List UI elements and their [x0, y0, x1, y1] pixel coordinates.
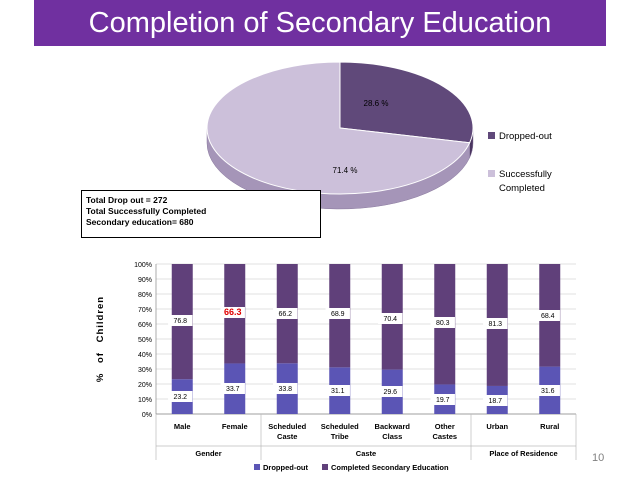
data-label-dropped: 19.7 — [436, 397, 450, 404]
data-label-bg — [325, 385, 350, 396]
y-tick-label: 30% — [138, 367, 152, 374]
data-label-bg — [168, 391, 193, 402]
data-label-completed: 66.3 — [224, 307, 242, 317]
legend-swatch-dropped — [488, 132, 495, 139]
data-label-bg — [483, 395, 508, 406]
pie-legend: Dropped-out Successfully Completed — [488, 131, 552, 194]
y-tick-label: 20% — [138, 382, 152, 389]
pie-label-dropped: 28.6 % — [364, 99, 389, 108]
group-label: Caste — [356, 449, 376, 458]
y-tick-label: 90% — [138, 277, 152, 284]
bar-chart: 0% 10% 20% 30% 40% 50% 60% 70% 80% 90% 100% % of Ch… — [95, 251, 582, 479]
y-tick-label: 100% — [134, 262, 152, 269]
data-label-bg — [378, 386, 403, 397]
data-label-bg — [325, 308, 350, 319]
data-label-dropped: 18.7 — [488, 398, 502, 405]
data-label-dropped: 31.6 — [541, 388, 555, 395]
title-bar: Completion of Secondary Education — [34, 0, 606, 46]
data-label-completed: 76.8 — [173, 318, 187, 325]
legend-label-completed: Successfully Completed — [499, 169, 552, 194]
y-tick-label: 70% — [138, 307, 152, 314]
y-tick-label: 40% — [138, 352, 152, 359]
legend-label-dropped: Dropped-out — [499, 131, 552, 142]
slide-title: Completion of Secondary Education — [88, 6, 552, 39]
data-label-bg — [430, 317, 455, 328]
data-label-bg — [168, 315, 193, 326]
data-label-dropped: 23.2 — [173, 394, 187, 401]
pie-slice-completed — [206, 61, 471, 195]
data-label-completed: 66.2 — [278, 311, 292, 318]
x-tick-label: Male — [174, 422, 191, 431]
y-axis-label: % of Children — [95, 296, 106, 382]
data-label-dropped: 33.8 — [278, 386, 292, 393]
data-label-completed: 68.9 — [331, 311, 345, 318]
pie-chart: 28.6 % 71.4 % — [206, 61, 474, 210]
y-tick-label: 10% — [138, 397, 152, 404]
x-tick-label: Urban — [486, 422, 508, 431]
data-label-dropped: 29.6 — [383, 389, 397, 396]
data-label-bg — [220, 307, 245, 318]
x-tick-label: Other Castes — [432, 422, 457, 441]
data-label-bg — [430, 394, 455, 405]
data-label-completed: 81.3 — [488, 321, 502, 328]
summary-line: Total Drop out = 272 — [86, 195, 168, 205]
y-tick-label: 50% — [138, 337, 152, 344]
y-tick-label: 0% — [142, 412, 152, 419]
data-label-bg — [535, 310, 560, 321]
data-label-dropped: 33.7 — [226, 386, 240, 393]
legend-label-bar-completed: Completed Secondary Education — [331, 463, 449, 472]
group-label: Gender — [195, 449, 221, 458]
x-tick-label: Female — [222, 422, 248, 431]
y-tick-label: 80% — [138, 292, 152, 299]
summary-line: Total Successfully Completed — [86, 206, 207, 216]
data-label-dropped: 31.1 — [331, 388, 345, 395]
data-label-bg — [535, 385, 560, 396]
summary-line: Secondary education= 680 — [86, 217, 194, 227]
data-label-completed: 80.3 — [436, 320, 450, 327]
data-label-bg — [273, 308, 298, 319]
pie-slice-dropped — [339, 61, 474, 144]
x-tick-label: Rural — [540, 422, 559, 431]
legend-label-bar-dropped: Dropped-out — [263, 463, 308, 472]
bar-frame — [102, 251, 582, 479]
legend-swatch-bar-completed — [322, 464, 328, 470]
data-label-completed: 68.4 — [541, 313, 555, 320]
legend-swatch-bar-dropped — [254, 464, 260, 470]
x-tick-label: Scheduled Tribe — [321, 422, 359, 441]
data-label-bg — [220, 383, 245, 394]
data-label-bg — [483, 318, 508, 329]
x-tick-label: Backward Class — [375, 422, 411, 441]
y-tick-label: 60% — [138, 322, 152, 329]
legend-swatch-completed — [488, 170, 495, 177]
page-number: 10 — [592, 452, 605, 464]
x-tick-label: Scheduled Caste — [268, 422, 306, 441]
data-label-bg — [378, 313, 403, 324]
pie-label-completed: 71.4 % — [333, 166, 358, 175]
summary-box: Total Drop out = 272 Total Successfully … — [81, 190, 321, 238]
bar-legend: Dropped-out Completed Secondary Education — [254, 463, 449, 472]
data-label-completed: 70.4 — [383, 316, 397, 323]
data-label-bg — [273, 383, 298, 394]
group-label: Place of Residence — [489, 449, 557, 458]
